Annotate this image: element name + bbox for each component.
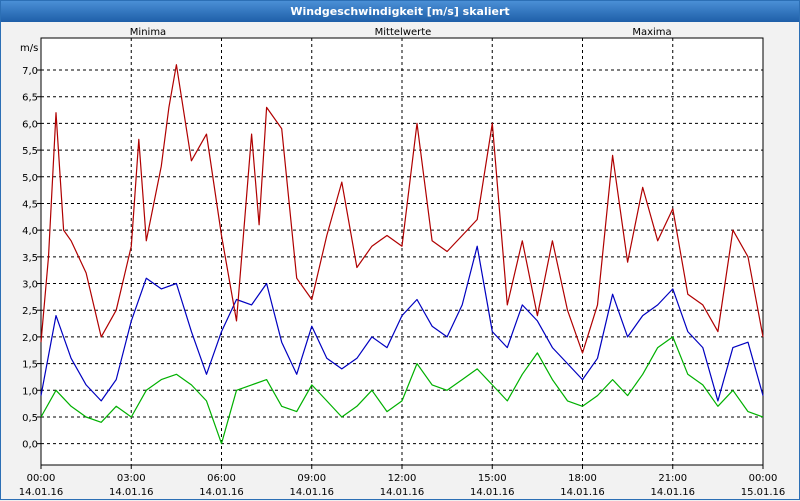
y-tick-label: 1,5 xyxy=(22,360,38,371)
y-tick-label: 6,5 xyxy=(22,93,38,104)
x-tick-time: 18:00 xyxy=(568,473,597,484)
x-tick-date: 14.01.16 xyxy=(650,487,695,498)
x-tick-time: 00:00 xyxy=(27,473,56,484)
series-lines xyxy=(40,64,764,445)
series-line-maxima xyxy=(40,64,764,354)
y-tick-label: 3,5 xyxy=(22,253,38,264)
x-tick-date: 14.01.16 xyxy=(380,487,425,498)
x-tick-date: 14.01.16 xyxy=(289,487,334,498)
x-tick-time: 12:00 xyxy=(388,473,417,484)
legend-minima: Minima xyxy=(130,27,166,38)
y-tick-label: 5,0 xyxy=(22,173,38,184)
x-tick-time: 03:00 xyxy=(117,473,146,484)
y-tick-label: 3,0 xyxy=(22,280,38,291)
y-tick-label: 2,0 xyxy=(22,333,38,344)
series-line-minima xyxy=(40,336,764,445)
series-line-mittelwerte xyxy=(40,245,764,402)
y-tick-label: 1,0 xyxy=(22,386,38,397)
x-tick-date: 15.01.16 xyxy=(741,487,786,498)
x-tick-date: 14.01.16 xyxy=(109,487,154,498)
y-tick-label: 2,5 xyxy=(22,306,38,317)
y-tick-label: 6,0 xyxy=(22,119,38,130)
x-tick-time: 06:00 xyxy=(207,473,236,484)
legend-mittelwerte: Mittelwerte xyxy=(375,27,432,38)
x-axis-ticks: 00:00 14.01.16 03:00 14.01.16 06:00 14.01.16 0… xyxy=(19,465,786,498)
y-tick-label: 4,5 xyxy=(22,199,38,210)
x-tick-date: 14.01.16 xyxy=(560,487,605,498)
grid-lines xyxy=(41,38,763,465)
x-tick-date: 14.01.16 xyxy=(470,487,515,498)
y-axis-unit: m/s xyxy=(20,43,38,54)
x-tick-time: 21:00 xyxy=(658,473,687,484)
x-tick-time: 09:00 xyxy=(297,473,326,484)
legend-maxima: Maxima xyxy=(632,27,671,38)
y-axis-ticks: 0,0 0,5 1,0 1,5 2,0 2,5 3,0 3,5 4,0 4,5 5,0 5,5 6,0 6… xyxy=(22,66,41,451)
y-tick-label: 4,0 xyxy=(22,226,38,237)
x-tick-time: 15:00 xyxy=(478,473,507,484)
x-tick-time: 00:00 xyxy=(749,473,778,484)
chart-title: Windgeschwindigkeit [m/s] skaliert xyxy=(1,1,799,22)
y-tick-label: 7,0 xyxy=(22,66,38,77)
x-tick-date: 14.01.16 xyxy=(199,487,244,498)
y-tick-label: 0,5 xyxy=(22,413,38,424)
x-tick-date: 14.01.16 xyxy=(19,487,64,498)
y-tick-label: 0,0 xyxy=(22,440,38,451)
y-tick-label: 5,5 xyxy=(22,146,38,157)
